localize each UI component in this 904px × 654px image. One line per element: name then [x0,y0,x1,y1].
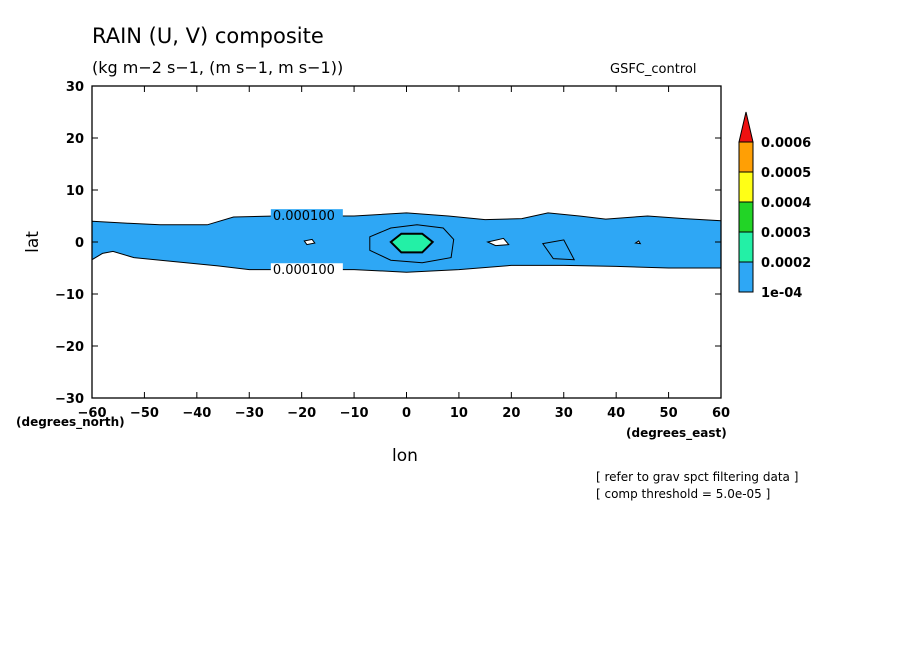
x-tick-label: −30 [235,406,264,421]
colorbar-segment [738,231,754,263]
x-tick-label: −50 [130,406,159,421]
x-axis-units: (degrees_east) [626,426,727,440]
x-tick-label: 40 [607,406,625,421]
y-tick-label: 30 [66,80,84,95]
colorbar-label: 1e-04 [761,286,802,301]
note-threshold: [ comp threshold = 5.0e-05 ] [596,487,771,501]
y-tick-label: −10 [55,288,84,303]
chart-title: RAIN (U, V) composite [92,24,324,48]
x-tick-label: −40 [182,406,211,421]
colorbar-label: 0.0003 [761,226,811,241]
colorbar-segment [738,171,754,203]
colorbar-segment [738,141,754,173]
x-tick-label: −20 [287,406,316,421]
x-tick-label: 20 [502,406,520,421]
contour-line [486,237,510,247]
x-axis: −60 −50 −40 −30 −20 −10 0 10 20 30 40 50 60 [78,86,730,421]
note-filtering: [ refer to grav spct filtering data ] [596,470,799,484]
contour-label-layer: 0.000100 0.000100 [270,209,343,278]
x-tick-label: 0 [402,406,411,421]
contour-label-bg [270,209,343,223]
contour-line-layer [303,237,642,261]
contour-region-0.0003 [389,232,435,254]
colorbar-segment [738,201,754,233]
x-tick-label: −60 [78,406,107,421]
source-label: GSFC_control [610,62,697,77]
contour-label: 0.000100 [273,209,335,224]
contour-line [634,240,642,245]
contour-line [303,238,316,246]
x-tick-label: 30 [555,406,573,421]
x-tick-label: 50 [660,406,678,421]
x-tick-label: 60 [712,406,730,421]
x-tick-label: 10 [450,406,468,421]
colorbar-label: 0.0005 [761,166,811,181]
y-axis: −30 −20 −10 0 10 20 30 [55,80,721,407]
x-tick-label: −10 [340,406,369,421]
contour-line [541,239,576,261]
colorbar: 1e-04 0.0002 0.0003 0.0004 0.0005 0.0006 [738,111,811,301]
y-tick-label: 10 [66,184,84,199]
contour-fill-layer [91,212,722,273]
contour-label: 0.000100 [273,263,335,278]
contour-label-bg [270,263,343,277]
x-axis-label: lon [392,446,418,466]
colorbar-label: 0.0006 [761,136,811,151]
colorbar-arrow [738,111,754,143]
y-tick-label: −20 [55,340,84,355]
y-tick-label: −30 [55,392,84,407]
colorbar-segment [738,261,754,293]
colorbar-label: 0.0004 [761,196,811,211]
y-axis-units: (degrees_north) [16,415,125,429]
chart-subtitle: (kg m−2 s−1, (m s−1, m s−1)) [92,58,344,77]
y-tick-label: 20 [66,132,84,147]
y-tick-label: 0 [75,236,84,251]
colorbar-label: 0.0002 [761,256,811,271]
